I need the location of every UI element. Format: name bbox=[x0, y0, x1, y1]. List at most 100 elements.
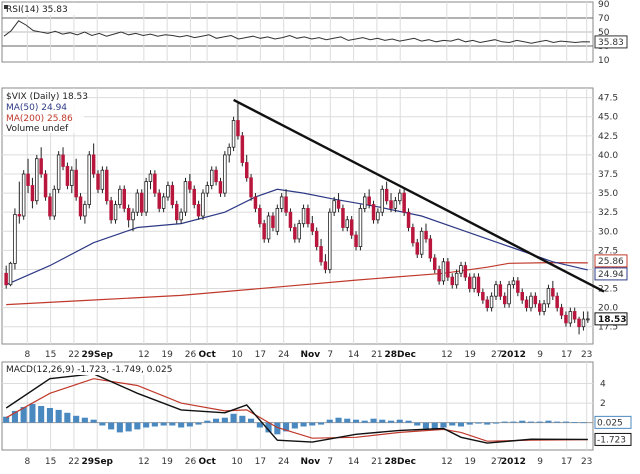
candle bbox=[218, 177, 223, 197]
candle bbox=[131, 208, 135, 232]
candle-body bbox=[205, 185, 210, 194]
rsi-tick-label: 70 bbox=[598, 14, 610, 24]
candle-body bbox=[297, 223, 301, 240]
candle-body bbox=[8, 262, 13, 286]
candle-body bbox=[428, 238, 433, 259]
macd-histogram-bar bbox=[571, 422, 578, 423]
candle-body bbox=[577, 318, 581, 328]
candle bbox=[319, 238, 323, 266]
candle bbox=[424, 223, 428, 243]
candle-body bbox=[397, 192, 402, 202]
candle bbox=[205, 181, 210, 197]
macd-histogram-bar bbox=[536, 421, 543, 423]
candle bbox=[489, 292, 494, 312]
candle-body bbox=[96, 173, 100, 190]
candle bbox=[4, 265, 8, 289]
candle bbox=[122, 185, 127, 213]
candle-body bbox=[122, 188, 127, 209]
candle-body bbox=[533, 295, 538, 305]
macd-value-tag bbox=[594, 415, 632, 429]
candle bbox=[572, 307, 577, 323]
candle bbox=[139, 189, 144, 216]
candle-body bbox=[564, 314, 568, 324]
candle bbox=[105, 166, 109, 205]
x-tick-label: 21 bbox=[371, 457, 382, 467]
candle bbox=[358, 204, 363, 251]
candle-body bbox=[301, 207, 306, 225]
x-tick-label: 10 bbox=[231, 457, 243, 467]
macd-histogram-bar bbox=[221, 417, 228, 423]
macd-histogram-bar bbox=[396, 419, 403, 423]
macd-value-tag bbox=[594, 432, 632, 446]
candle bbox=[161, 193, 166, 213]
macd-histogram-bar bbox=[29, 404, 36, 423]
macd-tick-label: 4 bbox=[600, 380, 606, 390]
candle bbox=[214, 166, 218, 186]
x-tick-label: 22 bbox=[68, 350, 79, 360]
candle bbox=[520, 288, 525, 304]
candle-body bbox=[279, 196, 284, 209]
macd-histogram-bar bbox=[501, 421, 508, 423]
candle bbox=[153, 170, 157, 197]
candle-body bbox=[170, 185, 175, 206]
macd-line bbox=[5, 373, 588, 444]
price-tick-label: 20.0 bbox=[598, 304, 618, 314]
candle-body bbox=[454, 272, 459, 286]
x-tick-label: 27 bbox=[491, 350, 502, 360]
macd-histogram-bar bbox=[291, 422, 298, 429]
macd-histogram-bar bbox=[492, 422, 499, 424]
x-tick-label: 17 bbox=[561, 457, 572, 467]
rsi-panel: 9070503010 35.83 RSI(14) 35.83 bbox=[1, 0, 628, 66]
candle-body bbox=[266, 215, 271, 240]
price-value-label: 18.53 bbox=[598, 315, 626, 325]
candle bbox=[201, 189, 205, 220]
x-tick-label: 2012 bbox=[501, 350, 526, 360]
macd-histogram-bar bbox=[527, 421, 534, 423]
candle bbox=[174, 200, 179, 224]
candle-body bbox=[345, 219, 349, 228]
price-tick-label: 17.5 bbox=[598, 323, 618, 333]
candle-body bbox=[70, 169, 74, 186]
candle-body bbox=[218, 181, 223, 194]
candle bbox=[209, 166, 214, 190]
candle-body bbox=[437, 269, 441, 282]
candle-body bbox=[581, 318, 586, 328]
candle-body bbox=[507, 284, 511, 305]
x-tick-label: Oct bbox=[198, 350, 216, 360]
macd-histogram-bar bbox=[361, 420, 368, 423]
candle-body bbox=[157, 192, 161, 209]
x-axis-middle: 8 15 22 29Sep 12 19 26 Oct 10 17 24 Nov 7 14 21 28Dec 12… bbox=[24, 350, 592, 360]
candle bbox=[411, 223, 415, 247]
candle bbox=[362, 193, 367, 213]
candle bbox=[459, 261, 463, 278]
candle bbox=[70, 166, 74, 194]
candle-body bbox=[494, 284, 498, 297]
x-tick-label: 2012 bbox=[501, 457, 526, 467]
x-tick-label: 15 bbox=[45, 457, 56, 467]
macd-histogram-bar bbox=[344, 418, 351, 423]
candle-body bbox=[236, 120, 240, 137]
macd-histogram-bar bbox=[239, 415, 246, 423]
candle-body bbox=[131, 211, 135, 221]
candle bbox=[371, 200, 376, 224]
candle bbox=[48, 193, 52, 220]
rsi-tick-label: 50 bbox=[598, 28, 610, 38]
macd-histogram-bar bbox=[457, 422, 464, 427]
x-tick-label: 24 bbox=[278, 350, 290, 360]
macd-histogram-bar bbox=[73, 415, 80, 423]
candle bbox=[354, 231, 358, 251]
candle-body bbox=[166, 185, 170, 198]
candle bbox=[441, 258, 446, 285]
price-value-label: 24.94 bbox=[598, 270, 624, 280]
candle bbox=[393, 196, 398, 213]
candle bbox=[432, 254, 437, 274]
candle bbox=[437, 265, 441, 285]
candle-body bbox=[354, 234, 358, 248]
candle-body bbox=[262, 223, 266, 240]
candle bbox=[380, 185, 384, 216]
candle bbox=[502, 292, 507, 308]
candle-body bbox=[415, 242, 419, 255]
candle bbox=[306, 204, 310, 228]
candle-body bbox=[459, 265, 463, 274]
candle-body bbox=[258, 207, 262, 225]
